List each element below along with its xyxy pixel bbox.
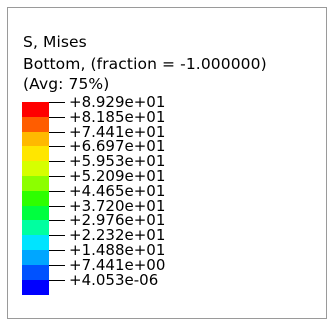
color-swatch — [22, 146, 49, 161]
legend-tick — [49, 220, 65, 221]
color-swatch — [22, 132, 49, 147]
legend-value: +8.929e+01 — [69, 93, 166, 111]
legend-subtitle: Bottom, (fraction = -1.000000) — [23, 55, 267, 73]
legend-tick — [49, 250, 65, 251]
color-swatch — [22, 235, 49, 250]
legend-value: +7.441e+01 — [69, 123, 166, 141]
legend-value: +7.441e+00 — [69, 256, 166, 274]
legend-tick — [49, 102, 65, 103]
legend-value: +8.185e+01 — [69, 108, 166, 126]
legend-tick — [49, 117, 65, 118]
color-swatch — [22, 191, 49, 206]
legend-tick — [49, 146, 65, 147]
legend-tick — [49, 235, 65, 236]
legend-averaging: (Avg: 75%) — [23, 75, 110, 93]
legend-tick — [49, 206, 65, 207]
legend-title: S, Mises — [23, 33, 87, 51]
color-swatch — [22, 280, 49, 295]
legend-tick — [49, 161, 65, 162]
legend-value: +6.697e+01 — [69, 137, 166, 155]
legend-value: +2.976e+01 — [69, 211, 166, 229]
color-swatch — [22, 220, 49, 235]
legend-tick — [49, 265, 65, 266]
legend-tick — [49, 191, 65, 192]
legend-value: +3.720e+01 — [69, 197, 166, 215]
legend-value: +4.053e-06 — [69, 271, 159, 289]
legend-tick — [49, 280, 65, 281]
color-swatch — [22, 176, 49, 191]
color-swatch — [22, 206, 49, 221]
color-swatch — [22, 161, 49, 176]
color-swatch — [22, 250, 49, 265]
legend-panel — [7, 7, 327, 319]
legend-value: +2.232e+01 — [69, 226, 166, 244]
legend-value: +5.953e+01 — [69, 152, 166, 170]
legend-tick — [49, 132, 65, 133]
legend-value: +1.488e+01 — [69, 241, 166, 259]
legend-tick — [49, 176, 65, 177]
legend-value: +4.465e+01 — [69, 182, 166, 200]
color-swatch — [22, 117, 49, 132]
color-swatch — [22, 265, 49, 280]
legend-value: +5.209e+01 — [69, 167, 166, 185]
color-swatch — [22, 102, 49, 117]
